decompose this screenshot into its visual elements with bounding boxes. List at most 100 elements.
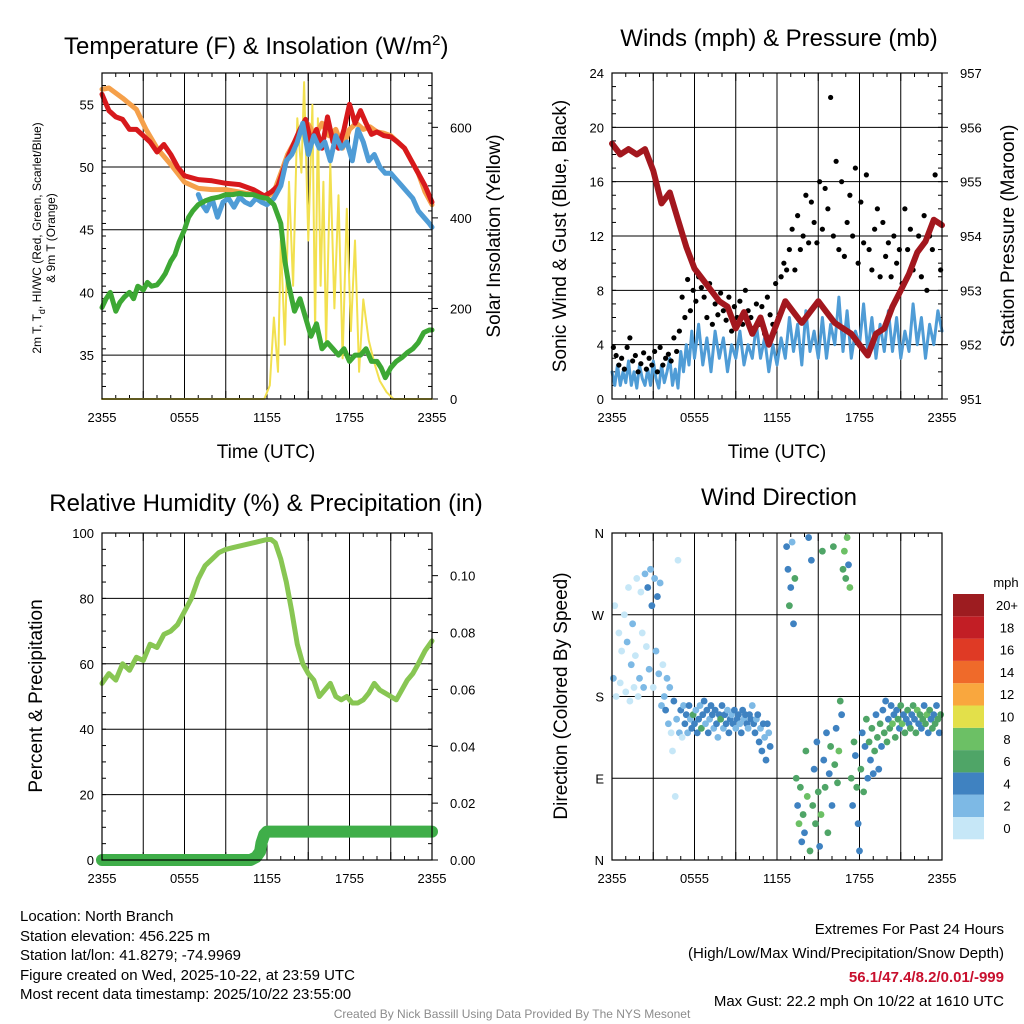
gust-point	[921, 213, 927, 219]
legend-swatch	[953, 705, 984, 728]
wind-xtick-label: 2355	[928, 410, 957, 425]
direction-point	[616, 679, 624, 687]
gust-point	[918, 274, 924, 280]
direction-point	[814, 788, 822, 796]
direction-point	[864, 774, 872, 782]
direction-point	[611, 602, 619, 610]
direction-point	[891, 733, 899, 741]
direction-point	[847, 774, 855, 782]
direction-point	[645, 665, 653, 673]
gust-point	[891, 233, 897, 239]
gust-point	[786, 246, 792, 253]
direction-point	[681, 720, 689, 728]
direction-point	[875, 765, 883, 773]
dir-xtick-label: 1755	[845, 871, 874, 886]
direction-point	[662, 706, 670, 714]
direction-point	[695, 715, 703, 723]
legend-swatch	[953, 638, 984, 661]
gust-point	[784, 267, 790, 273]
gust-point	[753, 301, 759, 307]
temp-xtick-label: 1755	[335, 410, 364, 425]
legend-label: 0	[1003, 821, 1010, 836]
legend-swatch	[953, 817, 984, 840]
legend-title: mph	[993, 575, 1018, 590]
gust-point	[932, 172, 938, 178]
direction-point	[638, 629, 646, 637]
direction-point	[883, 738, 891, 746]
dir-ytick-label: S	[595, 690, 604, 705]
gust-point	[825, 206, 831, 212]
direction-point	[862, 715, 870, 723]
direction-point	[783, 543, 791, 551]
wind-xtick-label: 1155	[763, 410, 791, 425]
direction-point	[834, 779, 841, 787]
speed-legend: 0 2 4 6 8 10 12 14 16 18 20+	[953, 594, 1018, 840]
wind-ytick-label: 0	[597, 392, 604, 407]
precip-tick-label: 0.06	[450, 682, 475, 697]
direction-plot-border	[611, 532, 943, 861]
gust-point	[797, 246, 803, 253]
direction-point	[642, 643, 650, 650]
direction-point	[652, 647, 660, 655]
direction-point	[751, 729, 759, 737]
direction-point	[787, 584, 795, 591]
direction-point	[758, 747, 766, 755]
gust-point	[863, 172, 869, 178]
direction-point	[699, 711, 707, 719]
extremes-info: Extremes For Past 24 Hours (High/Low/Max…	[688, 918, 1004, 1014]
rh-xtick-label: 1755	[335, 871, 364, 886]
direction-points	[609, 534, 945, 855]
direction-point	[810, 765, 818, 773]
pressure-ylabel: Station Pressure (Maroon)	[998, 125, 1019, 348]
direction-point	[849, 802, 857, 809]
direction-panel: Wind Direction Direction (Colored By Spe…	[551, 484, 1019, 886]
station-info: Location: North Branch Station elevation…	[20, 907, 355, 1005]
direction-point	[630, 684, 638, 691]
gust-point	[742, 287, 748, 293]
temp-xtick-label: 0555	[170, 410, 199, 425]
direction-point	[812, 820, 819, 828]
station-elevation: Station elevation: 456.225 m	[20, 927, 211, 945]
direction-point	[884, 715, 892, 723]
direction-point	[700, 697, 708, 705]
direction-point	[703, 706, 711, 714]
temp-xtick-label: 2355	[88, 410, 117, 425]
humidity-title: Relative Humidity (%) & Precipitation (i…	[49, 490, 482, 517]
direction-point	[827, 743, 835, 750]
direction-point	[609, 674, 617, 682]
gust-point	[795, 213, 801, 219]
wind-ytick-label: 20	[590, 120, 604, 135]
pressure-line	[609, 140, 945, 359]
temp-xtick-label: 1155	[253, 410, 281, 425]
legend-swatch	[953, 794, 984, 817]
gust-point	[674, 348, 680, 355]
direction-point	[627, 661, 635, 669]
direction-point	[629, 620, 637, 628]
direction-point	[865, 738, 873, 746]
pressure-tick-label: 953	[960, 283, 982, 298]
gust-point	[652, 348, 658, 355]
direction-point	[697, 724, 705, 732]
wind-plot-border	[611, 72, 943, 400]
gust-point	[676, 328, 682, 334]
pressure-tick-label: 957	[960, 66, 982, 81]
direction-point	[626, 697, 634, 705]
legend-swatch	[953, 772, 984, 795]
gust-point	[704, 314, 710, 321]
gust-point	[731, 304, 737, 310]
gust-point	[924, 287, 930, 293]
gust-point	[624, 344, 630, 350]
direction-point	[631, 652, 639, 660]
gust-point	[852, 165, 858, 171]
direction-point	[684, 729, 692, 737]
gust-point	[641, 350, 647, 356]
direction-point	[714, 733, 722, 741]
direction-point	[762, 756, 770, 764]
temp-y2tick-label: 0	[450, 392, 457, 407]
legend-swatch	[953, 616, 984, 639]
dir-ytick-label: N	[595, 853, 604, 868]
direction-point	[901, 729, 909, 737]
direction-point	[813, 738, 821, 746]
temp-ytick-label: 50	[80, 160, 94, 175]
direction-point	[744, 724, 752, 732]
